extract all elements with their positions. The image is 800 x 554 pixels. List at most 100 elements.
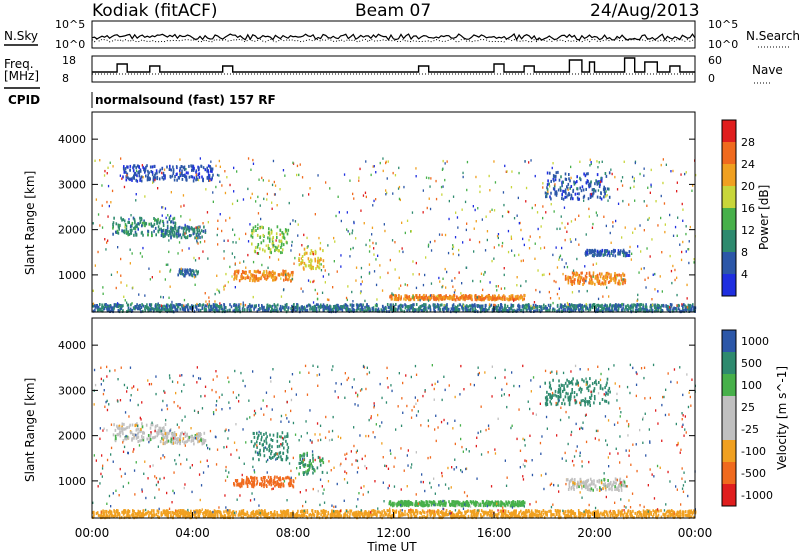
scatter-cell bbox=[525, 509, 528, 513]
scatter-cell bbox=[128, 515, 130, 519]
scatter-cell bbox=[400, 284, 402, 287]
scatter-cell bbox=[142, 304, 145, 308]
scatter-cell bbox=[94, 305, 97, 309]
scatter-cell bbox=[650, 183, 652, 186]
scatter-cell bbox=[200, 164, 203, 168]
scatter-cell bbox=[197, 236, 199, 240]
scatter-cell bbox=[572, 269, 575, 272]
scatter-cell bbox=[184, 306, 187, 309]
scatter-cell bbox=[142, 430, 144, 434]
scatter-cell bbox=[690, 308, 692, 312]
scatter-cell bbox=[649, 305, 652, 309]
scatter-cell bbox=[661, 309, 664, 312]
scatter-cell bbox=[672, 264, 674, 268]
scatter-cell bbox=[123, 295, 125, 298]
scatter-cell bbox=[125, 227, 128, 231]
scatter-cell bbox=[160, 295, 162, 299]
scatter-cell bbox=[639, 224, 641, 227]
scatter-cell bbox=[313, 467, 315, 471]
scatter-cell bbox=[565, 191, 567, 195]
scatter-cell bbox=[457, 304, 459, 308]
scatter-cell bbox=[554, 190, 557, 194]
scatter-cell bbox=[558, 256, 561, 259]
scatter-cell bbox=[105, 248, 107, 251]
scatter-cell bbox=[654, 272, 656, 276]
scatter-cell bbox=[624, 281, 626, 285]
scatter-cell bbox=[235, 241, 237, 244]
scatter-cell bbox=[617, 249, 620, 253]
scatter-cell bbox=[184, 273, 186, 277]
scatter-cell bbox=[469, 304, 471, 308]
scatter-cell bbox=[448, 296, 450, 300]
scatter-cell bbox=[384, 229, 386, 233]
scatter-cell bbox=[170, 168, 173, 172]
scatter-cell bbox=[276, 236, 278, 239]
scatter-cell bbox=[539, 305, 542, 309]
scatter-cell bbox=[235, 303, 238, 307]
scatter-cell bbox=[468, 308, 470, 312]
scatter-cell bbox=[356, 306, 358, 310]
scatter-cell bbox=[186, 236, 189, 240]
scatter-cell bbox=[682, 240, 684, 244]
scatter-cell bbox=[240, 303, 242, 306]
scatter-cell bbox=[183, 232, 185, 236]
scatter-cell bbox=[219, 307, 221, 311]
scatter-cell bbox=[414, 308, 417, 312]
scatter-cell bbox=[238, 307, 241, 311]
scatter-cell bbox=[493, 246, 495, 249]
scatter-cell bbox=[252, 226, 255, 230]
scatter-cell bbox=[583, 199, 585, 202]
scatter-cell bbox=[605, 195, 607, 198]
scatter-cell bbox=[606, 286, 608, 289]
scatter-cell bbox=[517, 304, 519, 308]
scatter-cell bbox=[206, 169, 208, 173]
scatter-cell bbox=[598, 253, 600, 257]
scatter-cell bbox=[279, 304, 282, 308]
scatter-cell bbox=[541, 308, 543, 312]
scatter-cell bbox=[596, 173, 599, 177]
scatter-cell bbox=[385, 193, 387, 196]
scatter-cell bbox=[265, 277, 268, 281]
scatter-cell bbox=[662, 181, 664, 185]
scatter-cell bbox=[235, 274, 238, 278]
scatter-cell bbox=[493, 296, 496, 300]
scatter-cell bbox=[259, 483, 261, 486]
scatter-cell bbox=[465, 297, 467, 300]
scatter-cell bbox=[636, 308, 638, 312]
scatter-cell bbox=[376, 304, 378, 307]
scatter-cell bbox=[531, 206, 533, 210]
scatter-cell bbox=[187, 235, 189, 238]
scatter-cell bbox=[252, 260, 255, 264]
scatter-cell bbox=[321, 458, 323, 462]
scatter-cell bbox=[180, 267, 182, 270]
scatter-cell bbox=[134, 424, 136, 428]
scatter-cell bbox=[317, 303, 319, 307]
scatter-cell bbox=[273, 453, 276, 457]
scatter-cell bbox=[302, 460, 304, 463]
scatter-cell bbox=[233, 166, 235, 170]
scatter-cell bbox=[161, 436, 163, 440]
scatter-cell bbox=[428, 197, 430, 200]
scatter-cell bbox=[464, 308, 467, 312]
scatter-cell bbox=[285, 458, 288, 462]
scatter-cell bbox=[362, 194, 365, 197]
scatter-cell bbox=[306, 236, 308, 240]
scatter-cell bbox=[270, 476, 272, 479]
scatter-cell bbox=[274, 193, 276, 196]
scatter-cell bbox=[117, 433, 120, 437]
scatter-cell bbox=[264, 309, 266, 312]
scatter-cell bbox=[486, 230, 489, 233]
scatter-cell bbox=[154, 425, 157, 429]
scatter-cell bbox=[171, 300, 173, 304]
scatter-cell bbox=[273, 193, 276, 196]
scatter-cell bbox=[207, 257, 209, 260]
scatter-cell bbox=[125, 437, 128, 441]
scatter-cell bbox=[263, 271, 265, 274]
scatter-cell bbox=[158, 177, 161, 181]
scatter-cell bbox=[249, 279, 251, 282]
scatter-cell bbox=[450, 307, 453, 311]
scatter-cell bbox=[322, 307, 325, 311]
scatter-cell bbox=[116, 426, 119, 430]
scatter-cell bbox=[630, 258, 632, 261]
scatter-cell bbox=[556, 227, 558, 231]
